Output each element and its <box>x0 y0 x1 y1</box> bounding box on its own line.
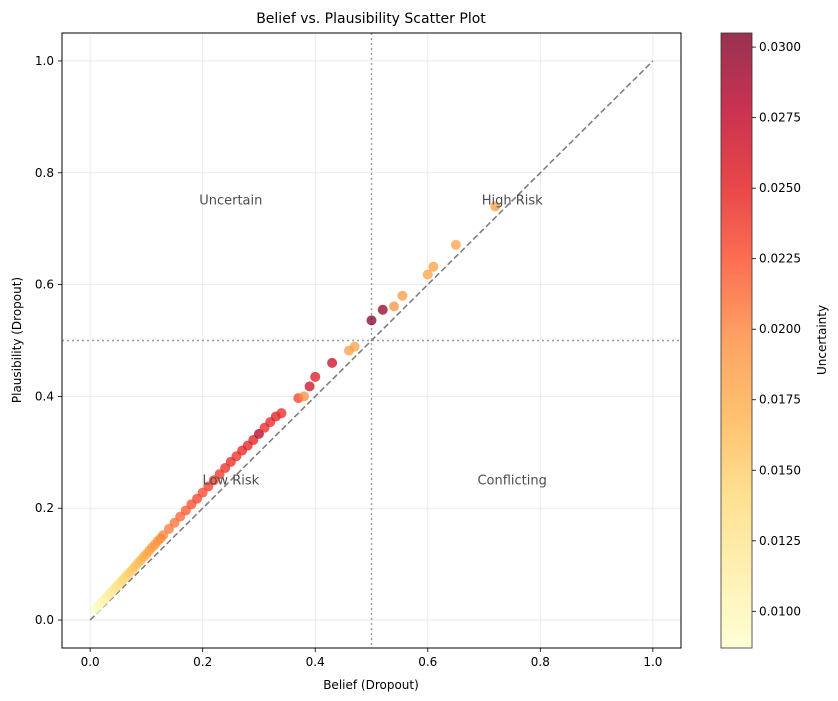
plot-frame <box>61 32 682 649</box>
y-axis-label: Plausibility (Dropout) <box>10 277 24 403</box>
y-tick-label-5: 1.0 <box>35 54 54 68</box>
x-axis-ticks: 0.0 0.2 0.4 0.6 0.8 1.0 <box>81 648 662 669</box>
data-point-52 <box>349 341 360 352</box>
data-point-60 <box>490 201 501 212</box>
quadrant-annotations: Uncertain High Risk Low Risk Conflicting <box>199 194 547 489</box>
y-tick-label-3: 0.6 <box>35 278 54 292</box>
colorbar-tick-label-6: 0.0250 <box>759 181 801 195</box>
y-tick-label-1: 0.2 <box>35 501 54 515</box>
colorbar-tick-label-8: 0.0300 <box>759 40 801 54</box>
quadrant-label-2: Low Risk <box>202 473 259 488</box>
colorbar-label: Uncertainty <box>815 305 829 375</box>
x-tick-label-1: 0.2 <box>193 655 212 669</box>
data-point-53 <box>366 315 377 326</box>
x-tick-label-0: 0.0 <box>81 655 100 669</box>
y-tick-label-2: 0.4 <box>35 389 54 403</box>
chart-title: Belief vs. Plausibility Scatter Plot <box>256 11 486 27</box>
data-point-57 <box>422 269 433 280</box>
colorbar-tick-label-1: 0.0125 <box>759 534 801 548</box>
data-points <box>90 201 501 614</box>
data-point-55 <box>389 301 400 312</box>
data-point-45 <box>276 408 287 419</box>
quadrant-label-3: Conflicting <box>477 473 546 488</box>
x-tick-label-2: 0.4 <box>306 655 325 669</box>
colorbar-tick-label-7: 0.0275 <box>759 111 801 125</box>
y-tick-label-0: 0.0 <box>35 613 54 627</box>
diagonal-reference-line <box>89 60 654 621</box>
data-point-47 <box>298 391 309 402</box>
data-point-54 <box>377 304 388 315</box>
x-tick-label-4: 0.8 <box>531 655 550 669</box>
data-point-58 <box>428 261 439 272</box>
x-axis-label: Belief (Dropout) <box>323 678 419 692</box>
colorbar-tick-label-5: 0.0225 <box>759 252 801 266</box>
data-point-59 <box>450 239 461 250</box>
colorbar-tick-label-3: 0.0175 <box>759 393 801 407</box>
x-tick-label-3: 0.6 <box>418 655 437 669</box>
colorbar-tick-label-4: 0.0200 <box>759 322 801 336</box>
colorbar-ticks: 0.0100 0.0125 0.0150 0.0175 0.0200 0.0225 0.02… <box>752 40 801 618</box>
quadrant-label-0: Uncertain <box>199 194 262 209</box>
colorbar-tick-label-2: 0.0150 <box>759 463 801 477</box>
colorbar-tick-label-0: 0.0100 <box>759 604 801 618</box>
y-tick-label-4: 0.8 <box>35 166 54 180</box>
x-tick-label-5: 1.0 <box>643 655 662 669</box>
data-point-48 <box>304 381 315 392</box>
y-axis-ticks: 0.0 0.2 0.4 0.6 0.8 1.0 <box>35 54 62 627</box>
quadrant-label-1: High Risk <box>482 194 543 209</box>
colorbar <box>720 32 753 649</box>
data-point-50 <box>327 357 338 368</box>
data-point-49 <box>310 371 321 382</box>
data-point-56 <box>397 290 408 301</box>
